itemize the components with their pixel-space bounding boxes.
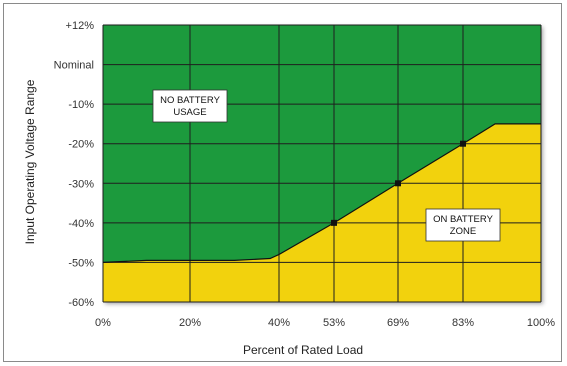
y-tick-label: -60% (68, 297, 94, 309)
on-battery-region (103, 123, 541, 303)
on-battery-label: ON BATTERY ZONE (425, 208, 501, 242)
y-tick-label: +12% (66, 20, 95, 32)
y-tick-label: -40% (68, 218, 94, 230)
x-tick-label: 100% (527, 317, 555, 329)
x-tick-label: 83% (452, 317, 474, 329)
x-tick-labels: 0% 20% 40% 53% 69% 83% 100% (95, 317, 555, 329)
y-tick-label: -50% (68, 257, 94, 269)
y-tick-label: -30% (68, 178, 94, 190)
on-battery-label-line2: ZONE (450, 226, 476, 237)
boundary-line (102, 123, 541, 263)
y-axis-title: Input Operating Voltage Range (23, 79, 37, 244)
chart-frame: 0% 20% 40% 53% 69% 83% 100% +12% Nominal -10% -20… (3, 3, 562, 362)
marked-point (331, 219, 337, 226)
y-tick-labels: +12% Nominal -10% -20% -30% -40% -50% -60% (54, 20, 95, 309)
y-tick-label: -10% (68, 99, 94, 111)
marked-point (395, 180, 401, 187)
no-battery-label-line1: NO BATTERY (160, 95, 220, 106)
x-tick-label: 69% (387, 317, 409, 329)
on-battery-label-line1: ON BATTERY (433, 214, 493, 225)
y-tick-label: Nominal (54, 60, 94, 72)
no-battery-label-line2: USAGE (173, 107, 206, 118)
marked-points (331, 140, 466, 226)
x-tick-label: 53% (323, 317, 345, 329)
x-tick-label: 40% (268, 317, 290, 329)
x-tick-label: 20% (179, 317, 201, 329)
marked-point (460, 140, 466, 147)
x-tick-label: 0% (95, 317, 111, 329)
grid-lines (102, 24, 542, 303)
y-tick-label: -20% (68, 139, 94, 151)
no-battery-label: NO BATTERY USAGE (152, 89, 228, 123)
x-axis-title: Percent of Rated Load (243, 343, 363, 357)
